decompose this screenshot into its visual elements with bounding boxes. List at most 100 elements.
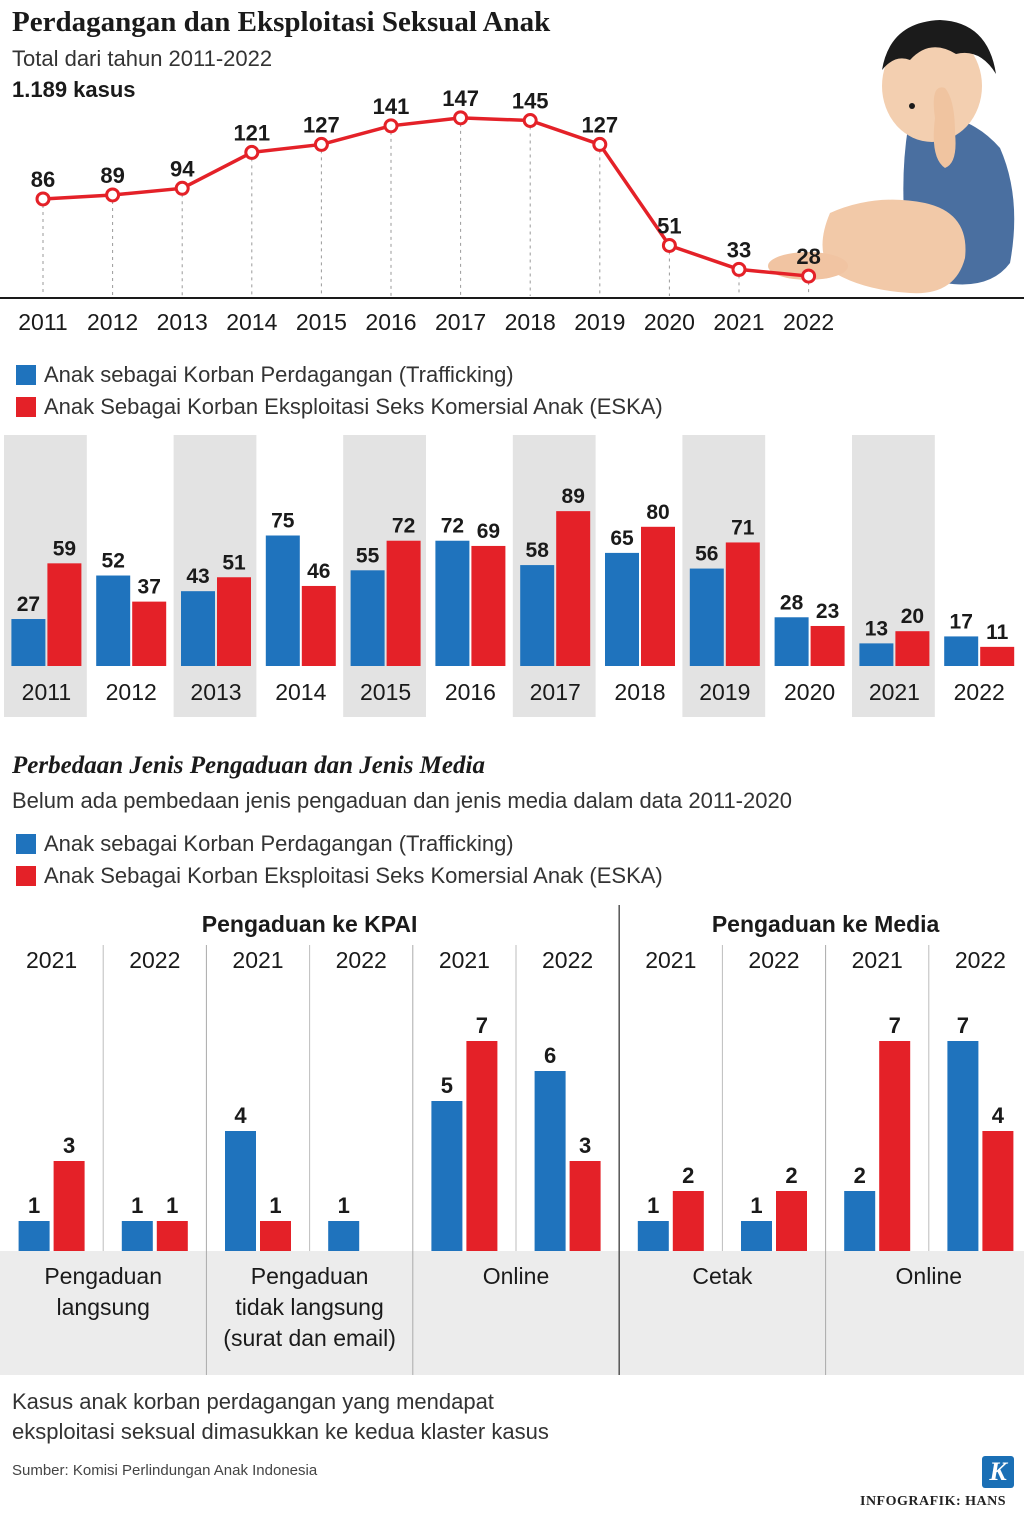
- footnote-line1: Kasus anak korban perdagangan yang menda…: [12, 1389, 494, 1414]
- baby-hair: [882, 20, 996, 74]
- x-tick-2013: 2013: [157, 309, 208, 335]
- group-header: Pengaduan ke Media: [712, 911, 940, 937]
- year-label: 2021: [852, 947, 903, 973]
- bar-tick-2015: 2015: [360, 679, 411, 705]
- x-tick-2021: 2021: [713, 309, 764, 335]
- x-tick-2016: 2016: [365, 309, 416, 335]
- category-label: Online: [896, 1263, 962, 1289]
- x-tick-2022: 2022: [783, 309, 834, 335]
- legend-label-eska: Anak Sebagai Korban Eksploitasi Seks Kom…: [44, 394, 663, 419]
- value-trafficking-2022: 6: [544, 1043, 556, 1068]
- bar-eska-2011: [47, 563, 82, 666]
- year-label: 2021: [26, 947, 77, 973]
- value-trafficking-2021: 4: [234, 1103, 247, 1128]
- year-label: 2021: [439, 947, 490, 973]
- baby-illustration-icon: [768, 20, 1015, 294]
- x-tick-2015: 2015: [296, 309, 347, 335]
- value-trafficking-2020: 28: [780, 591, 804, 614]
- bar-tick-2020: 2020: [784, 679, 835, 705]
- bar-trafficking-2012: [96, 575, 131, 666]
- bar-eska-2020: [810, 625, 845, 666]
- value-eska-2012: 37: [138, 576, 161, 599]
- bar-eska-2022: [569, 1161, 601, 1251]
- value-trafficking-2019: 56: [695, 543, 718, 566]
- section2-subtitle: Belum ada pembedaan jenis pengaduan dan …: [12, 788, 792, 813]
- baby-eye: [909, 103, 915, 109]
- line-point-2014: [244, 144, 260, 160]
- line-point-2022: [801, 268, 817, 284]
- line-point-2015: [313, 136, 329, 152]
- bar-tick-2013: 2013: [190, 679, 241, 705]
- legend-trafficking-2: Anak sebagai Korban Perdagangan (Traffic…: [16, 831, 514, 857]
- value-trafficking-2021: 1: [28, 1193, 40, 1218]
- bar-eska-2013: [217, 577, 251, 666]
- value-eska-2022: 4: [992, 1103, 1005, 1128]
- bar-eska-2021: [260, 1221, 291, 1251]
- yearly-bar-chart: 27 59 52 37 43 51 75 46 55 72 72 69 58 89 65 80 56 71 28 23…: [4, 435, 1015, 717]
- value-trafficking-2013: 43: [186, 565, 209, 588]
- bar-eska-2021: [895, 631, 930, 666]
- bar-eska-2014: [301, 585, 336, 666]
- category-label: (surat dan email): [223, 1325, 396, 1351]
- line-point-2020: [661, 237, 677, 253]
- bar-eska-2021: [672, 1191, 704, 1251]
- section2-title: Perbedaan Jenis Pengaduan dan Jenis Medi…: [12, 752, 485, 779]
- legend-swatch-red: [16, 397, 36, 417]
- x-tick-2014: 2014: [226, 309, 277, 335]
- category-label: Pengaduan: [44, 1263, 162, 1289]
- bar-trafficking-2022: [944, 636, 979, 666]
- bar-eska-2017: [556, 511, 591, 666]
- trend-line: [42, 116, 809, 278]
- value-trafficking-2022: 1: [750, 1193, 762, 1218]
- chart-subtitle: Total dari tahun 2011-2022: [12, 46, 273, 71]
- bar-tick-2011: 2011: [22, 679, 71, 705]
- bar-eska-2022: [980, 646, 1015, 666]
- line-point-2017: [453, 110, 469, 126]
- bar-tick-2021: 2021: [869, 679, 920, 705]
- x-tick-2020: 2020: [644, 309, 695, 335]
- bar-trafficking-2020: [774, 617, 809, 666]
- legend-swatch-red: [16, 866, 36, 886]
- group-header: Pengaduan ke KPAI: [202, 911, 418, 937]
- value-eska-2021: 20: [901, 605, 924, 628]
- value-eska-2020: 23: [816, 600, 839, 623]
- line-value-2011: 86: [31, 167, 55, 192]
- value-eska-2021: 3: [63, 1133, 75, 1158]
- year-label: 2021: [232, 947, 283, 973]
- year-label: 2022: [542, 947, 593, 973]
- line-point-2012: [105, 187, 121, 203]
- line-point-2019: [592, 136, 608, 152]
- bar-trafficking-2018: [605, 552, 639, 666]
- bar-eska-2021: [53, 1161, 85, 1251]
- category-label: Pengaduan: [251, 1263, 369, 1289]
- footnote-line2: eksploitasi seksual dimasukkan ke kedua …: [12, 1419, 549, 1444]
- infographic-credit: INFOGRAFIK: HANS: [860, 1494, 1007, 1509]
- legend-swatch-blue: [16, 365, 36, 385]
- value-eska-2021: 2: [682, 1163, 694, 1188]
- x-tick-2017: 2017: [435, 309, 486, 335]
- complaint-bar-chart: Pengaduan ke KPAI Pengaduan ke Media 2021…: [0, 905, 1024, 1375]
- band-2013: [173, 435, 257, 717]
- line-value-2021: 33: [727, 237, 751, 262]
- bar-trafficking-2021: [637, 1221, 669, 1251]
- kompas-logo: K: [982, 1456, 1014, 1488]
- legend-eska-2: Anak Sebagai Korban Eksploitasi Seks Kom…: [16, 863, 663, 889]
- value-trafficking-2022: 1: [131, 1193, 143, 1218]
- line-value-2013: 94: [170, 156, 195, 181]
- bar-trafficking-2011: [11, 619, 46, 666]
- value-eska-2018: 80: [646, 501, 669, 524]
- line-point-2013: [174, 180, 190, 196]
- bar-eska-2021: [466, 1041, 498, 1251]
- bar-trafficking-2022: [121, 1221, 153, 1251]
- chart-title: Perdagangan dan Eksploitasi Seksual Anak: [12, 6, 551, 38]
- value-eska-2016: 69: [477, 520, 500, 543]
- value-trafficking-2014: 75: [271, 510, 295, 533]
- line-point-2016: [383, 118, 399, 134]
- value-trafficking-2021: 1: [647, 1193, 659, 1218]
- bar-tick-2017: 2017: [530, 679, 581, 705]
- value-eska-2019: 71: [731, 516, 755, 539]
- bar-trafficking-2019: [689, 568, 724, 666]
- line-value-2016: 141: [373, 94, 410, 119]
- year-label: 2022: [336, 947, 387, 973]
- legend-swatch-blue: [16, 834, 36, 854]
